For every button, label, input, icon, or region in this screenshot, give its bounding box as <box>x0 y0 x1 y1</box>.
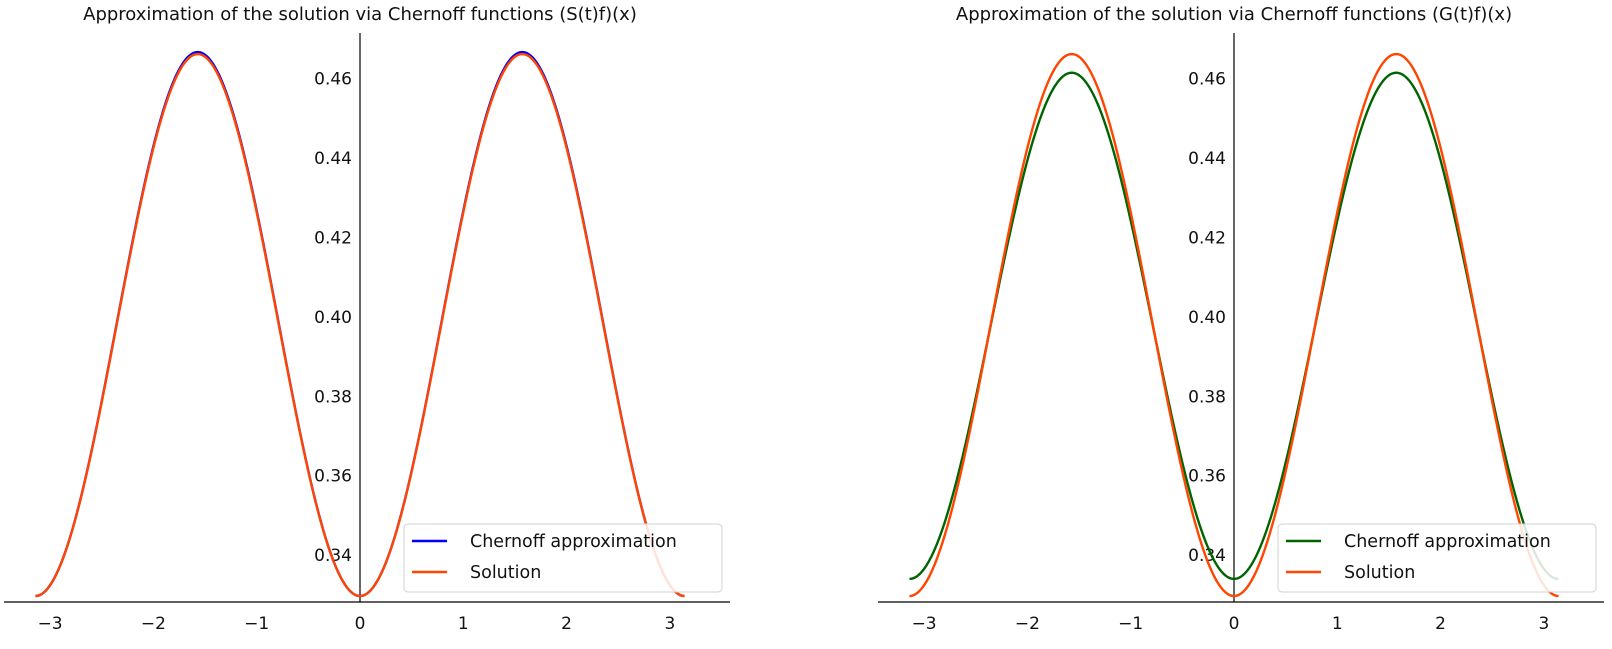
y-tick-label: 0.36 <box>1188 467 1226 487</box>
y-tick-label: 0.36 <box>314 467 352 487</box>
y-tick-label: 0.34 <box>314 546 352 566</box>
chart-title: Approximation of the solution via Cherno… <box>956 4 1512 25</box>
x-tick-label: −2 <box>1015 614 1040 634</box>
y-tick-label: 0.34 <box>1188 546 1226 566</box>
y-tick-label: 0.42 <box>1188 228 1226 248</box>
x-ticks: −3 −2 −1 0 1 2 3 <box>38 614 676 634</box>
y-ticks: 0.34 0.36 0.38 0.40 0.42 0.44 0.46 <box>1188 70 1226 566</box>
legend-box <box>1277 523 1597 593</box>
y-tick-label: 0.46 <box>1188 70 1226 90</box>
legend-label: Chernoff approximation <box>470 532 677 552</box>
y-tick-label: 0.38 <box>314 387 352 407</box>
series-line-solution <box>35 52 685 598</box>
y-tick-label: 0.42 <box>314 228 352 248</box>
x-tick-label: 1 <box>458 614 469 634</box>
series-layer <box>35 50 685 598</box>
y-tick-label: 0.38 <box>1188 387 1226 407</box>
legend-label: Solution <box>1344 563 1415 583</box>
x-tick-label: −3 <box>38 614 63 634</box>
x-tick-label: 0 <box>355 614 366 634</box>
series-line-chernoff-approximation <box>909 71 1559 581</box>
x-tick-label: 3 <box>664 614 675 634</box>
chart-panel-s: Approximation of the solution via Cherno… <box>4 4 730 634</box>
y-ticks: 0.34 0.36 0.38 0.40 0.42 0.44 0.46 <box>314 70 352 566</box>
legend: Chernoff approximation Solution <box>1277 523 1597 593</box>
series-line-solution <box>909 52 1559 598</box>
x-tick-label: −1 <box>244 614 269 634</box>
legend-box <box>403 523 723 593</box>
chart-title: Approximation of the solution via Cherno… <box>83 4 637 25</box>
x-tick-label: −1 <box>1118 614 1143 634</box>
y-tick-label: 0.40 <box>1188 308 1226 328</box>
x-ticks: −3 −2 −1 0 1 2 3 <box>912 614 1550 634</box>
x-tick-label: −3 <box>912 614 937 634</box>
chart-panel-g: Approximation of the solution via Cherno… <box>878 4 1604 634</box>
x-tick-label: −2 <box>141 614 166 634</box>
x-tick-label: 2 <box>561 614 572 634</box>
x-tick-label: 1 <box>1332 614 1343 634</box>
y-tick-label: 0.40 <box>314 308 352 328</box>
series-layer <box>909 52 1559 598</box>
y-tick-label: 0.46 <box>314 70 352 90</box>
y-tick-label: 0.44 <box>314 149 352 169</box>
x-tick-label: 0 <box>1229 614 1240 634</box>
legend-label: Solution <box>470 563 541 583</box>
y-tick-label: 0.44 <box>1188 149 1226 169</box>
legend: Chernoff approximation Solution <box>403 523 723 593</box>
legend-label: Chernoff approximation <box>1344 532 1551 552</box>
x-tick-label: 3 <box>1538 614 1549 634</box>
x-tick-label: 2 <box>1435 614 1446 634</box>
